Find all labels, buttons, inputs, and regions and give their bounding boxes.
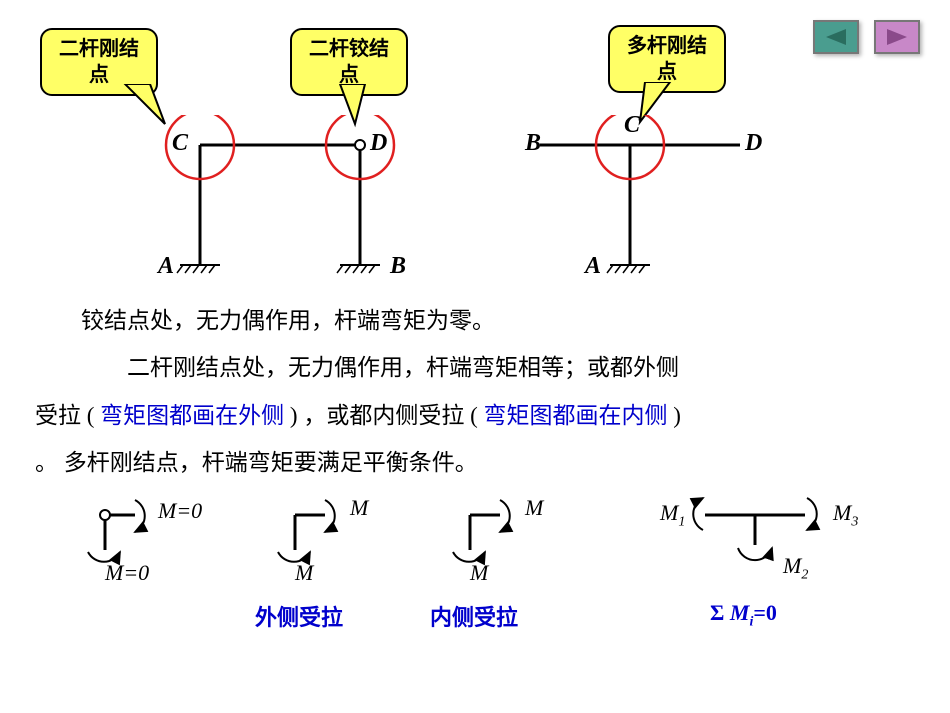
next-icon (887, 29, 907, 45)
d3-caption: 内侧受拉 (430, 600, 518, 632)
nav-buttons (813, 20, 920, 54)
d4-m2sub: 2 (801, 567, 808, 582)
d4-m3sub: 3 (851, 514, 858, 529)
d1-top-text: M=0 (158, 498, 202, 523)
bottom-diag-2 (270, 490, 390, 610)
d3-bot-text: M (470, 560, 488, 585)
callout-line1: 二杆刚结 (59, 38, 139, 60)
d4-m3-label: M3 (833, 500, 858, 530)
label-D-fig2: D (745, 130, 762, 157)
t-blue2: 弯矩图都画在内侧 (484, 403, 668, 428)
callout-line1: 多杆刚结 (627, 35, 707, 57)
d4-eq: =0 (753, 600, 777, 625)
callout-line2: 点 (657, 61, 677, 83)
label-C-fig2: C (624, 112, 640, 139)
text-line2a: 二杆刚结点处，无力偶作用，杆端弯矩相等；或都外侧 (127, 355, 679, 380)
callout-line2: 点 (89, 64, 109, 86)
t-blue1: 弯矩图都画在外侧 (100, 403, 284, 428)
text-paragraph: 铰结点处，无力偶作用，杆端弯矩为零。 二杆刚结点处，无力偶作用，杆端弯矩相等；或… (35, 300, 925, 484)
prev-button[interactable] (813, 20, 859, 54)
next-button[interactable] (874, 20, 920, 54)
d4-m2: M (783, 553, 801, 578)
label-D-fig1: D (370, 130, 387, 157)
d2-caption: 外侧受拉 (255, 600, 343, 632)
t-pre: 受拉 ( (35, 403, 100, 428)
label-B-fig2: B (525, 130, 541, 157)
t-mid: ) ，或都内侧受拉 ( (284, 403, 483, 428)
d4-m1-label: M1 (660, 500, 685, 530)
d2-top-label: M (350, 495, 368, 521)
text-line3: 。 多杆刚结点，杆端弯矩要满足平衡条件。 (35, 442, 925, 483)
d1-bot-label: M=0 (105, 560, 149, 586)
label-A-fig2: A (585, 253, 601, 280)
d4-sigma: Σ (710, 600, 730, 625)
d4-m1: M (660, 500, 678, 525)
label-B-fig1: B (390, 253, 406, 280)
bottom-diag-3 (445, 490, 565, 610)
text-line1: 铰结点处，无力偶作用，杆端弯矩为零。 (35, 300, 925, 341)
d2-bot-label: M (295, 560, 313, 586)
d4-M: M (730, 600, 750, 625)
d3-top-label: M (525, 495, 543, 521)
d3-bot-label: M (470, 560, 488, 586)
d4-m1sub: 1 (678, 514, 685, 529)
d1-bot-text: M=0 (105, 560, 149, 585)
callout-line1: 二杆铰结 (309, 38, 389, 60)
d4-m2-label: M2 (783, 553, 808, 583)
d4-m3: M (833, 500, 851, 525)
d2-bot-text: M (295, 560, 313, 585)
label-C-fig1: C (172, 130, 188, 157)
prev-icon (826, 29, 846, 45)
d3-top-text: M (525, 495, 543, 520)
t-post: ) (668, 403, 681, 428)
d4-caption: Σ Mi=0 (710, 600, 777, 630)
d2-top-text: M (350, 495, 368, 520)
d1-top-label: M=0 (158, 498, 202, 524)
figure-2 (520, 115, 780, 295)
label-A-fig1: A (158, 253, 174, 280)
callout-line2: 点 (339, 64, 359, 86)
